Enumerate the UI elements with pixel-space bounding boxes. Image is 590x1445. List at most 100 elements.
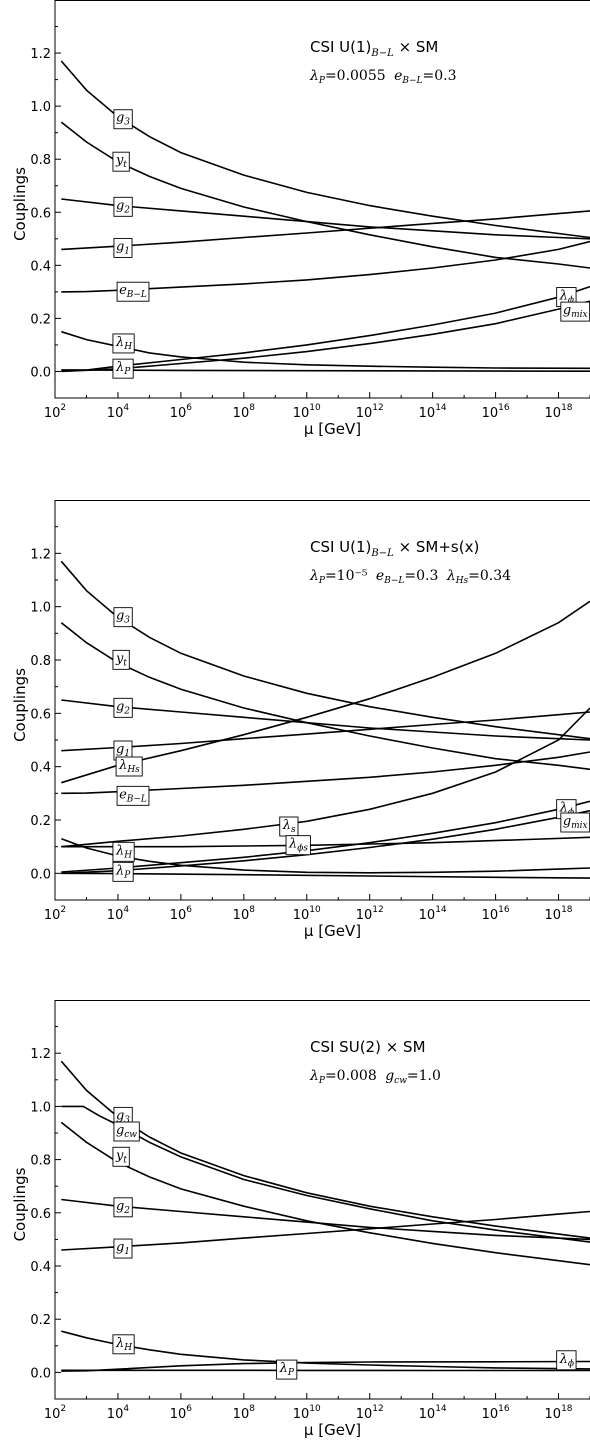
svg-text:yt: yt [115, 651, 127, 668]
series-label-lambda_s: λs [279, 816, 299, 837]
svg-text:λHs: λHs [118, 758, 140, 775]
y-tick-label: 0.6 [30, 1207, 51, 1222]
y-tick-label: 0.8 [30, 1154, 51, 1169]
series-label-lambda_H: λH [112, 1334, 135, 1355]
svg-text:eB−L: eB−L [119, 283, 147, 300]
x-tick-label: 1010 [293, 1404, 321, 1422]
y-tick-label: 0.4 [30, 761, 51, 776]
svg-text:g2: g2 [116, 699, 130, 716]
svg-text:λP: λP [279, 1361, 295, 1378]
x-tick-label: 1010 [293, 403, 321, 421]
x-tick-label: 1018 [545, 403, 573, 421]
svg-text:g1: g1 [116, 1240, 130, 1257]
x-tick-label: 102 [44, 1404, 66, 1422]
series-line-lambda_P [61, 369, 590, 372]
series-label-g_mix: gmix [560, 812, 590, 833]
series-label-lambda_phi: λϕ [556, 1350, 577, 1371]
series-label-lambda_P: λP [112, 861, 134, 882]
series-line-g_cw [61, 1105, 590, 1243]
chart-subtitle: λP=0.0055 eB−L=0.3 [309, 68, 457, 86]
x-tick-label: 106 [170, 905, 193, 923]
y-tick-label: 1.2 [30, 47, 51, 62]
series-line-yt [60, 1121, 590, 1266]
svg-text:g1: g1 [116, 742, 130, 759]
series-label-g3: g3 [113, 607, 133, 628]
x-axis-label: μ [GeV] [304, 1421, 361, 1439]
y-tick-label: 1.0 [30, 601, 51, 616]
series-label-lambda_H: λH [112, 841, 135, 862]
svg-text:λH: λH [115, 1336, 132, 1353]
series-label-g_cw: gcw [113, 1121, 140, 1142]
x-tick-label: 1018 [545, 905, 573, 923]
y-tick-label: 1.2 [30, 1047, 51, 1062]
series-label-g1: g1 [113, 1238, 133, 1259]
series-line-lambda_H [61, 1330, 590, 1370]
series-label-g_mix: gmix [560, 301, 590, 322]
series-line-lambda_P [61, 872, 590, 879]
x-tick-label: 104 [107, 905, 130, 923]
svg-text:g3: g3 [116, 111, 130, 128]
series-label-lambda_phis: λϕs [285, 835, 311, 856]
y-axis-label: Couplings [11, 1167, 29, 1241]
y-tick-label: 1.2 [30, 547, 51, 562]
series-line-g3 [60, 60, 590, 239]
y-tick-label: 0.4 [30, 259, 51, 274]
series-label-eB-L: eB−L [116, 785, 150, 806]
series-line-lambda_s [61, 707, 590, 848]
svg-text:g1: g1 [116, 239, 130, 256]
series-label-lambda_P: λP [276, 1359, 298, 1380]
y-tick-label: 0.2 [30, 1313, 51, 1328]
svg-text:λP: λP [115, 360, 131, 377]
svg-text:λP: λP [115, 863, 131, 880]
svg-text:λϕ: λϕ [559, 289, 574, 306]
y-tick-label: 0.6 [30, 206, 51, 221]
y-tick-label: 0.0 [30, 365, 51, 380]
x-tick-label: 1010 [293, 905, 321, 923]
y-axis-label: Couplings [11, 668, 29, 742]
y-tick-label: 0.0 [30, 867, 51, 882]
y-tick-label: 1.0 [30, 1100, 51, 1115]
series-line-lambda_Hs [61, 600, 590, 784]
chart-title: CSI U(1)B−L × SM [310, 38, 438, 59]
svg-text:λϕs: λϕs [288, 837, 308, 854]
series-label-lambda_P: λP [112, 358, 134, 379]
series-label-g2: g2 [113, 196, 133, 217]
y-tick-label: 0.0 [30, 1366, 51, 1381]
series-line-g3 [60, 1060, 590, 1239]
y-tick-label: 0.8 [30, 153, 51, 168]
x-tick-label: 106 [170, 403, 193, 421]
chart-title: CSI U(1)B−L × SM+s(x) [310, 538, 479, 559]
svg-text:g2: g2 [116, 198, 130, 215]
svg-text:gcw: gcw [116, 1123, 137, 1140]
plot-frame [54, 500, 590, 901]
x-axis-label: μ [GeV] [304, 922, 361, 940]
series-line-eB-L [61, 751, 590, 795]
series-line-eB-L [61, 240, 590, 293]
x-tick-label: 108 [233, 905, 256, 923]
x-tick-label: 106 [170, 1404, 193, 1422]
series-line-g_mix [61, 809, 590, 875]
svg-text:λH: λH [115, 843, 132, 860]
svg-text:g3: g3 [116, 609, 130, 626]
x-tick-label: 1014 [419, 1404, 447, 1422]
y-tick-label: 0.8 [30, 654, 51, 669]
x-tick-label: 104 [107, 403, 130, 421]
svg-text:gmix: gmix [563, 814, 588, 831]
series-line-yt [60, 121, 590, 269]
x-tick-label: 108 [233, 1404, 256, 1422]
x-tick-label: 1018 [545, 1404, 573, 1422]
series-label-eB-L: eB−L [116, 281, 150, 302]
x-tick-label: 1016 [482, 403, 510, 421]
series-line-g1 [61, 1210, 590, 1251]
chart-panel-3: 0.0 0.2 0.4 0.6 0.8 1.0 1.2 102 104 106 108 1010 101… [11, 1000, 590, 1439]
series-line-lambda_phi [61, 285, 590, 371]
series-label-g3: g3 [113, 109, 133, 130]
series-label-g2: g2 [113, 1197, 133, 1218]
series-label-lambda_Hs: λHs [115, 756, 143, 777]
x-tick-label: 1012 [356, 905, 384, 923]
x-tick-label: 1016 [482, 905, 510, 923]
plot-frame [54, 0, 590, 399]
x-tick-label: 1014 [419, 905, 447, 923]
x-tick-label: 1016 [482, 1404, 510, 1422]
x-tick-label: 104 [107, 1404, 130, 1422]
